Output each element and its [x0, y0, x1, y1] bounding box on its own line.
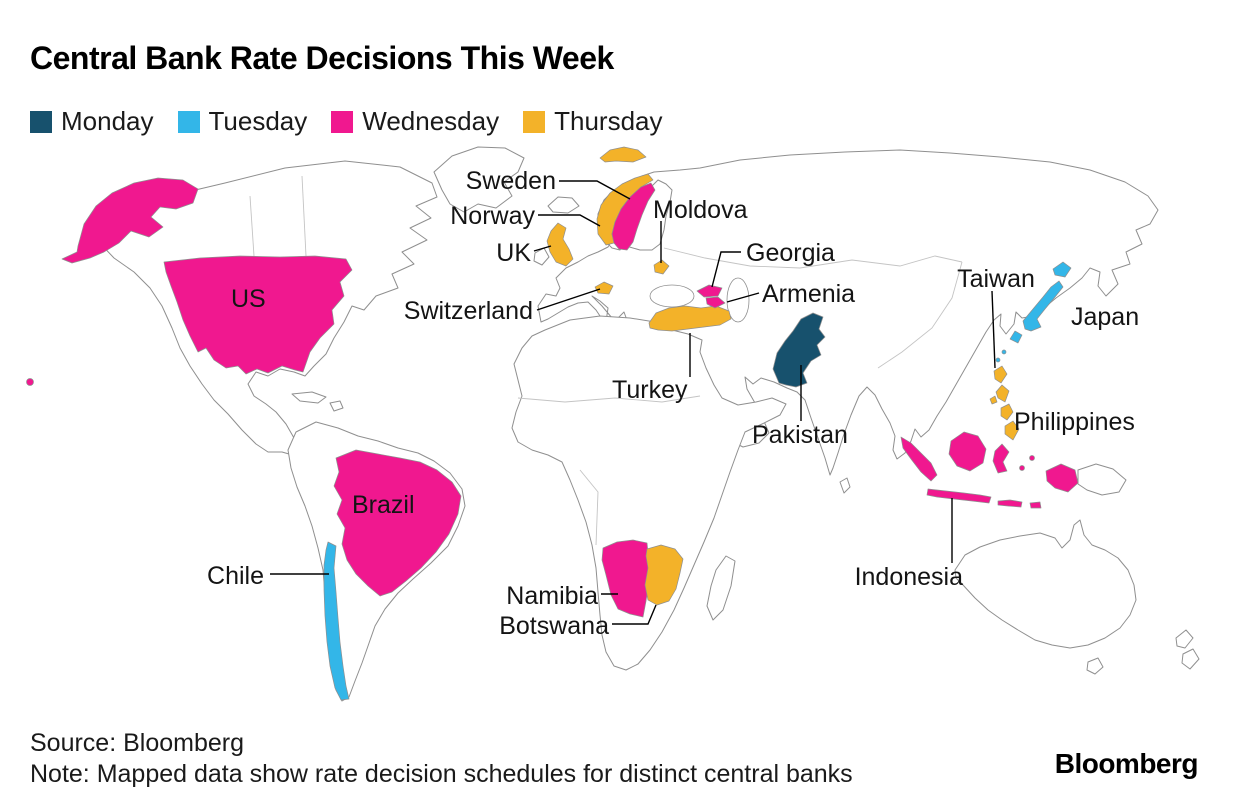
- namibia-label: Namibia: [506, 582, 598, 610]
- switzerland-leader-line: [536, 288, 601, 311]
- indonesia-papua-region: [1045, 463, 1079, 493]
- tasmania-landmass: [1086, 657, 1104, 675]
- australia-landmass: [954, 519, 1137, 649]
- brazil-region: [333, 449, 462, 597]
- uk-region: [546, 222, 574, 267]
- japan-hokkaido-region: [1052, 261, 1072, 278]
- monday-swatch: [30, 110, 52, 133]
- legend-item-monday: Monday: [30, 106, 154, 137]
- hawaii-region: [26, 378, 34, 386]
- us-region: [163, 255, 353, 375]
- japan-honshu-region: [1022, 280, 1064, 332]
- greenland-landmass: [433, 146, 525, 213]
- legend-label-monday: Monday: [61, 106, 154, 136]
- africa-interior-border-2: [579, 469, 599, 546]
- asia-interior-border: [663, 247, 963, 269]
- sri-lanka-landmass: [839, 477, 851, 494]
- bloomberg-logo: Bloomberg: [1054, 748, 1199, 779]
- philippines-region-1: [995, 384, 1010, 403]
- turkey-label: Turkey: [612, 376, 688, 404]
- indonesia-java-region: [926, 488, 992, 504]
- hispaniola-landmass: [329, 400, 344, 412]
- japan-kyushu-region: [1009, 330, 1023, 344]
- botswana-leader-line: [612, 604, 657, 625]
- world-map: Sweden Norway UK Switzerland Moldova Geo…: [26, 146, 1200, 702]
- namibia-region: [601, 539, 650, 618]
- armenia-leader-line: [726, 292, 760, 303]
- canada-interior-border-2: [301, 175, 307, 257]
- japan-ryukyu-region-2: [995, 357, 1001, 363]
- norway-label: Norway: [450, 202, 535, 230]
- chile-label: Chile: [207, 562, 264, 590]
- new-zealand-south-landmass: [1181, 648, 1200, 670]
- legend-label-thursday: Thursday: [554, 106, 663, 136]
- uk-leader-line: [533, 245, 552, 252]
- indonesia-lesser-sunda-region: [997, 499, 1023, 508]
- switzerland-region: [594, 281, 614, 295]
- philippines-label: Philippines: [1014, 408, 1135, 436]
- switzerland-label: Switzerland: [404, 297, 533, 325]
- africa-interior-border: [517, 395, 701, 403]
- iceland-landmass: [547, 196, 580, 214]
- alaska-region: [61, 177, 199, 264]
- legend-item-tuesday: Tuesday: [177, 106, 308, 137]
- black-sea: [649, 284, 695, 308]
- sweden-leader-line: [559, 180, 631, 200]
- new-guinea-landmass: [1077, 463, 1127, 496]
- madagascar-landmass: [706, 555, 736, 621]
- sweden-region: [611, 182, 656, 251]
- thursday-swatch: [523, 110, 546, 133]
- indonesia-label: Indonesia: [855, 563, 964, 591]
- canada-interior-border-1: [249, 195, 255, 257]
- indonesia-lesser-sunda-region-2: [1029, 501, 1042, 509]
- source-text: Source: Bloomberg: [30, 729, 245, 757]
- pakistan-region: [772, 312, 826, 388]
- botswana-label: Botswana: [499, 612, 609, 640]
- legend-label-wednesday: Wednesday: [362, 106, 500, 136]
- indonesia-borneo-region: [948, 431, 987, 472]
- new-zealand-north-landmass: [1175, 629, 1194, 649]
- taiwan-region: [993, 365, 1008, 384]
- philippines-region-3: [1004, 420, 1020, 441]
- brazil-label: Brazil: [352, 491, 415, 519]
- armenia-label: Armenia: [762, 280, 855, 308]
- indonesia-maluku-region-1: [1019, 465, 1025, 471]
- indonesia-sumatra-region: [900, 436, 938, 482]
- georgia-region: [696, 284, 723, 298]
- indonesia-maluku-region-2: [1029, 455, 1035, 461]
- botswana-region: [644, 544, 684, 606]
- legend: Monday Tuesday Wednesday Thursday: [30, 106, 663, 137]
- cuba-landmass: [291, 391, 327, 404]
- wednesday-swatch: [331, 110, 354, 133]
- svalbard-region: [599, 146, 647, 163]
- pakistan-label: Pakistan: [752, 421, 848, 449]
- caspian-sea: [726, 277, 750, 323]
- georgia-label: Georgia: [746, 239, 835, 267]
- moldova-label: Moldova: [653, 196, 748, 224]
- note-text: Note: Mapped data show rate decision sch…: [30, 760, 853, 788]
- japan-label: Japan: [1071, 303, 1139, 331]
- philippines-region-4: [989, 395, 998, 405]
- legend-label-tuesday: Tuesday: [208, 106, 308, 136]
- philippines-region-2: [1000, 403, 1014, 421]
- sweden-label: Sweden: [466, 167, 556, 195]
- turkey-region: [648, 305, 732, 332]
- georgia-leader-line: [711, 251, 741, 288]
- norway-leader-line: [538, 214, 601, 227]
- japan-ryukyu-region-1: [1001, 349, 1007, 355]
- uk-label: UK: [496, 239, 531, 267]
- chart-title: Central Bank Rate Decisions This Week: [30, 40, 614, 76]
- legend-item-thursday: Thursday: [523, 106, 663, 137]
- legend-item-wednesday: Wednesday: [331, 106, 499, 137]
- us-label: US: [231, 285, 266, 313]
- armenia-region: [705, 296, 726, 309]
- taiwan-label: Taiwan: [957, 265, 1035, 293]
- indonesia-sulawesi-region: [992, 443, 1010, 474]
- taiwan-leader-line: [991, 290, 996, 369]
- china-interior-border: [877, 261, 963, 369]
- africa-landmass: [511, 315, 787, 671]
- chile-region: [323, 541, 350, 701]
- tuesday-swatch: [177, 110, 200, 133]
